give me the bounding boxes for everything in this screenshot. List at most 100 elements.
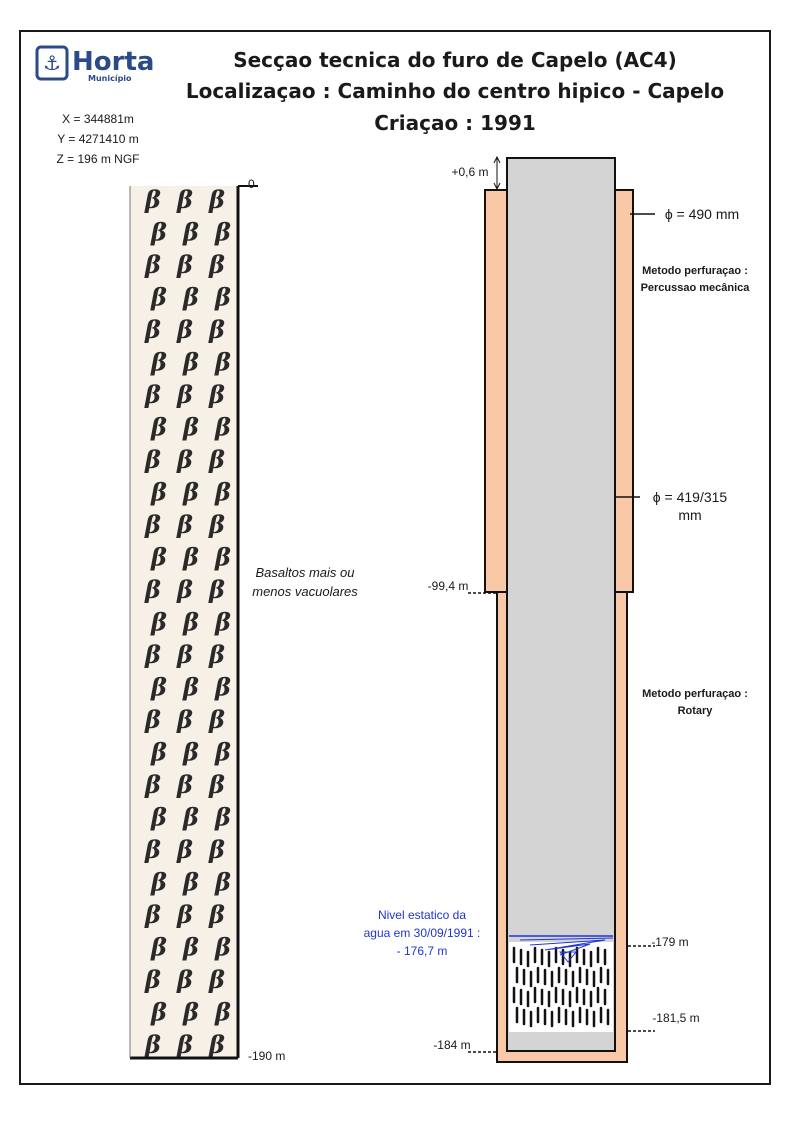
basalt-symbol: β <box>144 185 161 214</box>
basalt-symbol: β <box>150 608 167 637</box>
basalt-symbol: β <box>182 348 199 377</box>
basalt-symbol: β <box>176 510 193 539</box>
basalt-symbol: β <box>144 705 161 734</box>
basalt-symbol: β <box>176 705 193 734</box>
basalt-symbol: β <box>208 510 225 539</box>
basalt-symbol: β <box>208 315 225 344</box>
svg-text:⚓: ⚓ <box>43 51 61 75</box>
well-casing <box>506 157 616 1052</box>
basalt-symbol: β <box>144 445 161 474</box>
basalt-symbol: β <box>208 705 225 734</box>
depth-screen-top-label: -179 m <box>651 935 688 949</box>
basalt-symbol: β <box>182 218 199 247</box>
basalt-symbol: β <box>150 478 167 507</box>
basalt-symbol: β <box>214 933 231 962</box>
basalt-symbol: β <box>214 608 231 637</box>
basalt-symbol: β <box>176 900 193 929</box>
basalt-symbol: β <box>176 770 193 799</box>
basalt-symbol: β <box>150 673 167 702</box>
coordinate-y: Y = 4271410 m <box>57 132 139 146</box>
basalt-symbol: β <box>214 478 231 507</box>
logo-name: Horta <box>72 47 154 77</box>
basalt-symbol: β <box>150 543 167 572</box>
basalt-symbol: β <box>182 673 199 702</box>
method1-line1: Metodo perfuraçao : <box>642 265 748 277</box>
basalt-symbol: β <box>208 575 225 604</box>
anchor-icon <box>35 45 69 81</box>
basalt-symbol: β <box>150 868 167 897</box>
water-level-marker <box>509 935 614 963</box>
basalt-symbol: β <box>176 835 193 864</box>
basalt-symbol: β <box>214 868 231 897</box>
basalt-symbol: β <box>208 185 225 214</box>
basalt-symbol: β <box>150 738 167 767</box>
coordinate-z: Z = 196 m NGF <box>56 152 139 166</box>
lithology-fill <box>130 186 238 1058</box>
title-line2: Localizaçao : Caminho do centro hipico -… <box>186 79 724 103</box>
diameter-mid-label-line2: mm <box>678 507 701 523</box>
title-line1: Secçao tecnica do furo de Capelo (AC4) <box>233 48 677 72</box>
basalt-symbol: β <box>214 803 231 832</box>
top-extension-label: +0,6 m <box>451 165 488 179</box>
page-frame <box>19 30 771 1085</box>
basalt-symbol: β <box>176 640 193 669</box>
basalt-symbol: β <box>182 413 199 442</box>
basalt-symbol: β <box>150 998 167 1027</box>
basalt-symbol: β <box>144 640 161 669</box>
basalt-symbol: β <box>150 218 167 247</box>
basalt-symbol: β <box>176 445 193 474</box>
basalt-symbol: β <box>182 608 199 637</box>
basalt-symbol: β <box>144 1030 161 1059</box>
depth-screen-bottom-label: -181,5 m <box>652 1011 699 1025</box>
basalt-pattern: β β ββ β ββ β ββ β ββ β ββ β ββ β ββ β ββ β ββ β ββ β ββ β ββ β ββ… <box>144 185 231 1059</box>
lithology-bottom-label: -190 m <box>248 1049 285 1063</box>
basalt-symbol: β <box>150 933 167 962</box>
lithology-description-line1: Basaltos mais ou <box>256 565 355 580</box>
basalt-symbol: β <box>144 770 161 799</box>
depth-bottom-label: -184 m <box>433 1038 470 1052</box>
basalt-symbol: β <box>208 770 225 799</box>
screen-slots <box>512 946 610 1028</box>
basalt-symbol: β <box>150 283 167 312</box>
basalt-symbol: β <box>144 965 161 994</box>
basalt-symbol: β <box>214 998 231 1027</box>
basalt-symbol: β <box>214 673 231 702</box>
basalt-symbol: β <box>214 413 231 442</box>
basalt-symbol: β <box>208 380 225 409</box>
basalt-symbol: β <box>182 738 199 767</box>
basalt-symbol: β <box>208 900 225 929</box>
basalt-symbol: β <box>182 543 199 572</box>
basalt-symbol: β <box>208 835 225 864</box>
diameter-mid-label-line1: ϕ = 419/315 <box>653 489 728 505</box>
basalt-symbol: β <box>208 445 225 474</box>
basalt-symbol: β <box>182 283 199 312</box>
basalt-symbol: β <box>208 640 225 669</box>
basalt-symbol: β <box>144 575 161 604</box>
basalt-symbol: β <box>182 803 199 832</box>
basalt-symbol: β <box>214 543 231 572</box>
basalt-symbol: β <box>176 250 193 279</box>
logo: ⚓ Horta Município <box>35 45 154 83</box>
basalt-symbol: β <box>214 348 231 377</box>
basalt-symbol: β <box>182 478 199 507</box>
basalt-symbol: β <box>176 1030 193 1059</box>
basalt-symbol: β <box>176 380 193 409</box>
basalt-symbol: β <box>144 250 161 279</box>
basalt-symbol: β <box>182 998 199 1027</box>
basalt-symbol: β <box>176 185 193 214</box>
basalt-symbol: β <box>144 380 161 409</box>
lithology-top-label: 0 <box>248 177 255 191</box>
basalt-symbol: β <box>144 510 161 539</box>
depth-casing-change-label: -99,4 m <box>428 579 469 593</box>
basalt-symbol: β <box>214 218 231 247</box>
basalt-symbol: β <box>208 1030 225 1059</box>
basalt-symbol: β <box>208 965 225 994</box>
water-triangle-icon <box>558 951 578 963</box>
basalt-symbol: β <box>214 738 231 767</box>
lithology-column: β β ββ β ββ β ββ β ββ β ββ β ββ β ββ β ββ β ββ β ββ β ββ β ββ β ββ… <box>129 185 258 1060</box>
basalt-symbol: β <box>144 900 161 929</box>
diameter-top-label: ϕ = 490 mm <box>665 206 739 222</box>
method1-line2: Percussao mecânica <box>641 282 751 294</box>
water-level-line1: Nivel estatico da <box>378 908 466 922</box>
